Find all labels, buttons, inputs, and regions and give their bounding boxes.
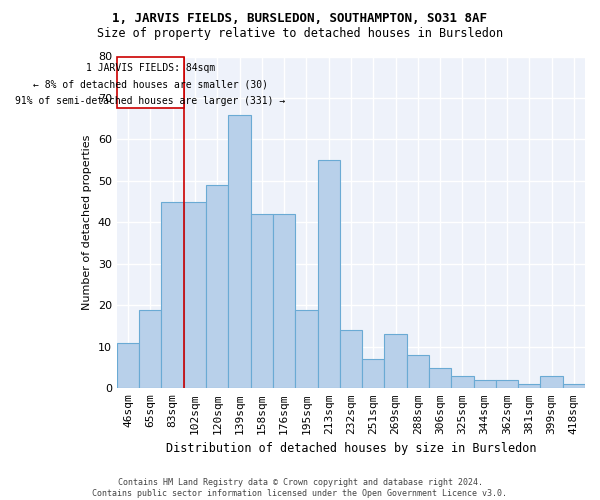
Bar xyxy=(273,214,295,388)
Bar xyxy=(496,380,518,388)
Bar xyxy=(563,384,585,388)
Bar xyxy=(229,114,251,388)
Text: Size of property relative to detached houses in Bursledon: Size of property relative to detached ho… xyxy=(97,28,503,40)
Bar xyxy=(407,355,429,388)
X-axis label: Distribution of detached houses by size in Bursledon: Distribution of detached houses by size … xyxy=(166,442,536,455)
Bar xyxy=(340,330,362,388)
FancyBboxPatch shape xyxy=(117,56,184,108)
Bar xyxy=(362,360,385,388)
Bar xyxy=(385,334,407,388)
Bar xyxy=(473,380,496,388)
Bar xyxy=(161,202,184,388)
Bar xyxy=(317,160,340,388)
Bar xyxy=(541,376,563,388)
Bar xyxy=(184,202,206,388)
Bar xyxy=(251,214,273,388)
Bar xyxy=(518,384,541,388)
Bar xyxy=(139,310,161,388)
Bar xyxy=(451,376,473,388)
Y-axis label: Number of detached properties: Number of detached properties xyxy=(82,134,92,310)
Bar xyxy=(206,185,229,388)
Bar xyxy=(295,310,317,388)
Text: 1, JARVIS FIELDS, BURSLEDON, SOUTHAMPTON, SO31 8AF: 1, JARVIS FIELDS, BURSLEDON, SOUTHAMPTON… xyxy=(113,12,487,26)
Text: 1 JARVIS FIELDS: 84sqm: 1 JARVIS FIELDS: 84sqm xyxy=(86,62,215,72)
Bar xyxy=(117,342,139,388)
Text: 91% of semi-detached houses are larger (331) →: 91% of semi-detached houses are larger (… xyxy=(15,96,286,106)
Bar xyxy=(429,368,451,388)
Text: Contains HM Land Registry data © Crown copyright and database right 2024.
Contai: Contains HM Land Registry data © Crown c… xyxy=(92,478,508,498)
Text: ← 8% of detached houses are smaller (30): ← 8% of detached houses are smaller (30) xyxy=(33,80,268,90)
